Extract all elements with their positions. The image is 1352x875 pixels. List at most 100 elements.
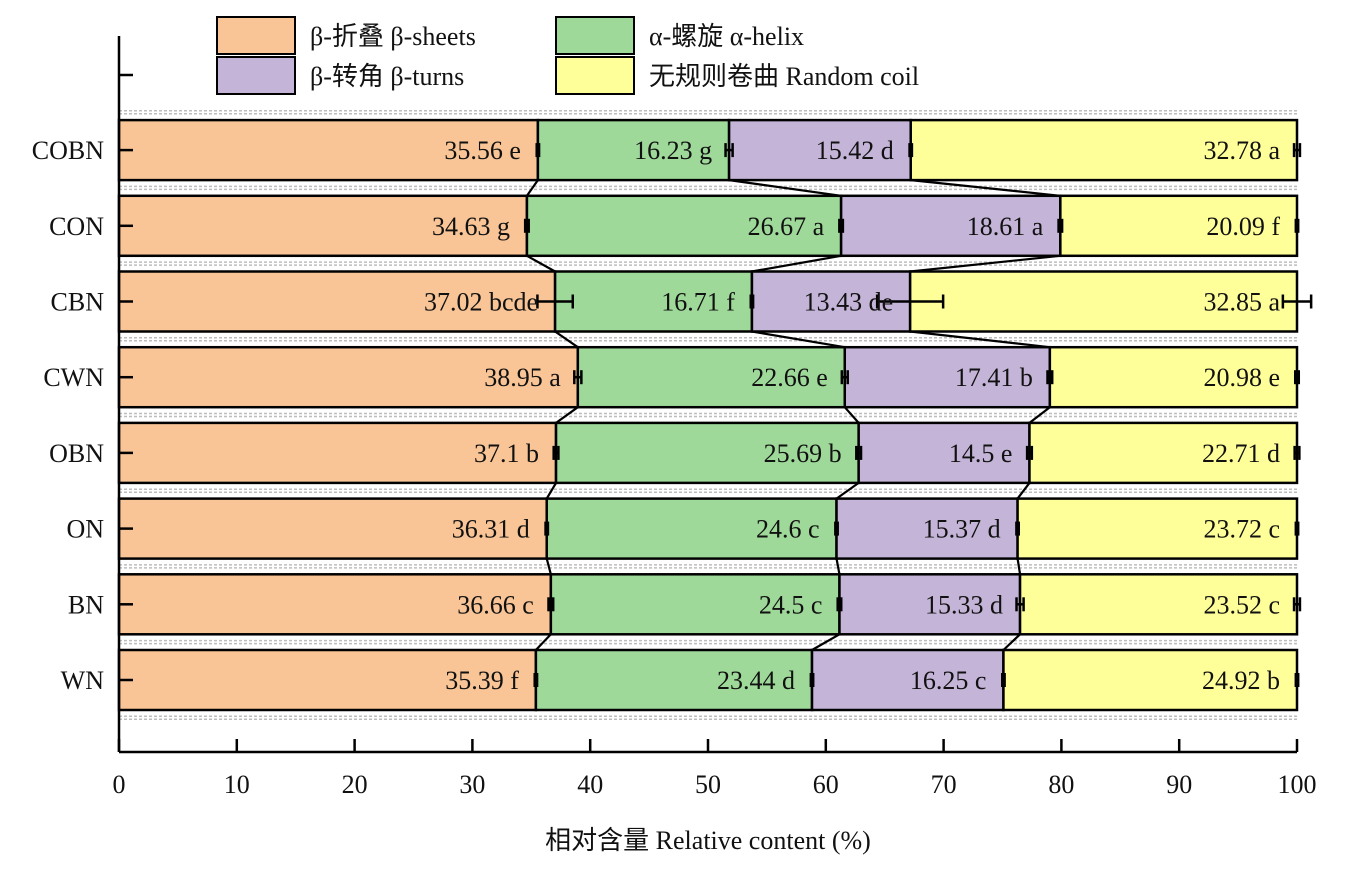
connector-line (751, 330, 845, 349)
connector-line (526, 254, 556, 273)
bar-value-label: 23.52 c (1203, 590, 1280, 619)
y-tick-label: ON (66, 515, 104, 544)
bar-value-label: 20.09 f (1206, 212, 1280, 241)
connector-line (535, 633, 552, 651)
bar-value-label: 35.39 f (445, 666, 519, 695)
bar-segment (545, 497, 838, 560)
grid-lines (119, 109, 1297, 721)
connector-line (555, 406, 579, 424)
bar-segment (117, 421, 558, 485)
x-tick-label: 0 (113, 770, 126, 799)
legend-label: β-折叠 β-sheets (310, 22, 476, 51)
bar-segment (839, 194, 1062, 258)
connector-line (835, 558, 841, 575)
bar-value-label: 20.98 e (1203, 363, 1280, 392)
legend: β-折叠 β-sheets α-螺旋 α-helix β-转角 β-turns 无规则… (216, 16, 919, 95)
connector-line (526, 179, 539, 197)
bar-value-label: 22.66 e (751, 363, 828, 392)
legend-swatch (216, 56, 296, 95)
bar-value-labels: 35.39 f 23.44 d 16.25 c 24.92 b 36.66 c 24.5 … (424, 136, 1280, 695)
x-tick-label: 80 (1048, 770, 1074, 799)
bar-value-label: 18.61 a (967, 212, 1044, 241)
bar-segment (857, 421, 1031, 485)
y-tick-label: OBN (49, 439, 104, 468)
x-tick-label: 100 (1278, 770, 1317, 799)
bar-segment (810, 648, 1005, 712)
connector-lines (526, 179, 1061, 651)
bar-value-label: 25.69 b (764, 439, 842, 468)
connector-line (1028, 406, 1051, 424)
bar-value-label: 15.42 d (816, 136, 894, 165)
bar-value-label: 16.23 g (634, 136, 712, 165)
bar-value-label: 16.25 c (910, 666, 987, 695)
bar-segment (117, 345, 580, 409)
bar-segment (1002, 648, 1299, 712)
bar-value-label: 35.56 e (444, 136, 521, 165)
bar-value-label: 14.5 e (949, 439, 1013, 468)
bar-segment (117, 497, 548, 560)
connector-line (910, 254, 1061, 273)
x-axis-title: 相对含量 Relative content (%) (545, 826, 871, 855)
bar-segment (534, 648, 814, 712)
y-tick-label: CWN (43, 363, 104, 392)
connector-line (545, 558, 552, 575)
bar-value-label: 26.67 a (748, 212, 825, 241)
bar-segment (117, 573, 553, 636)
bar-value-label: 15.33 d (925, 590, 1003, 619)
connector-line (1016, 558, 1022, 575)
x-tick-label: 70 (931, 770, 957, 799)
connector-line (811, 633, 841, 651)
connector-line (751, 254, 842, 273)
bar-value-label: 23.72 c (1203, 515, 1280, 544)
bar-value-label: 22.71 d (1202, 439, 1280, 468)
bar-value-label: 23.44 d (717, 666, 795, 695)
bar-value-label: 37.1 b (474, 439, 539, 468)
connector-line (1016, 482, 1031, 500)
bar-segment (1028, 421, 1299, 485)
x-tick-label: 10 (224, 770, 250, 799)
bar-value-label: 17.41 b (955, 363, 1033, 392)
bar-segment (117, 270, 557, 333)
connector-line (910, 330, 1050, 349)
bar-value-label: 34.63 g (432, 212, 510, 241)
y-tick-label: CON (49, 212, 104, 241)
bar-value-label: 16.71 f (661, 288, 735, 317)
legend-label: α-螺旋 α-helix (649, 22, 804, 51)
connector-line (1002, 633, 1021, 651)
y-tick-label: BN (68, 590, 104, 619)
error-bars (523, 143, 1313, 687)
connector-line (843, 406, 860, 424)
bar-segment (549, 573, 841, 636)
x-ticks: 0 10 20 30 40 50 60 70 80 90 100 (113, 739, 1317, 799)
bar-segment (835, 497, 1019, 560)
bar-value-label: 15.37 d (923, 515, 1001, 544)
bar-value-label: 37.02 bcde (424, 288, 538, 317)
connector-line (554, 330, 579, 349)
bar-value-label: 36.66 c (457, 590, 534, 619)
x-tick-label: 20 (342, 770, 368, 799)
bar-segment (1048, 345, 1299, 409)
bar-value-label: 24.92 b (1202, 666, 1280, 695)
bar-segment (554, 421, 860, 485)
connector-line (545, 482, 557, 500)
bar-segment (908, 270, 1299, 333)
connector-line (910, 179, 1061, 197)
bar-segment (727, 118, 912, 182)
bar-value-label: 13.43 de (804, 288, 894, 317)
legend-label: 无规则卷曲 Random coil (649, 62, 919, 91)
connector-line (728, 179, 842, 197)
bar-segment (553, 270, 754, 333)
bars-layer (117, 118, 1299, 712)
legend-label: β-转角 β-turns (310, 62, 464, 91)
legend-swatch (555, 56, 635, 95)
y-tick-label: COBN (32, 136, 104, 165)
x-tick-label: 60 (813, 770, 839, 799)
legend-swatch (555, 16, 635, 55)
bar-value-label: 32.78 a (1203, 136, 1280, 165)
y-tick-label: WN (61, 666, 105, 695)
x-tick-label: 30 (459, 770, 485, 799)
x-tick-label: 50 (695, 770, 721, 799)
bar-value-label: 24.6 c (756, 515, 820, 544)
bar-value-label: 24.5 c (759, 590, 823, 619)
